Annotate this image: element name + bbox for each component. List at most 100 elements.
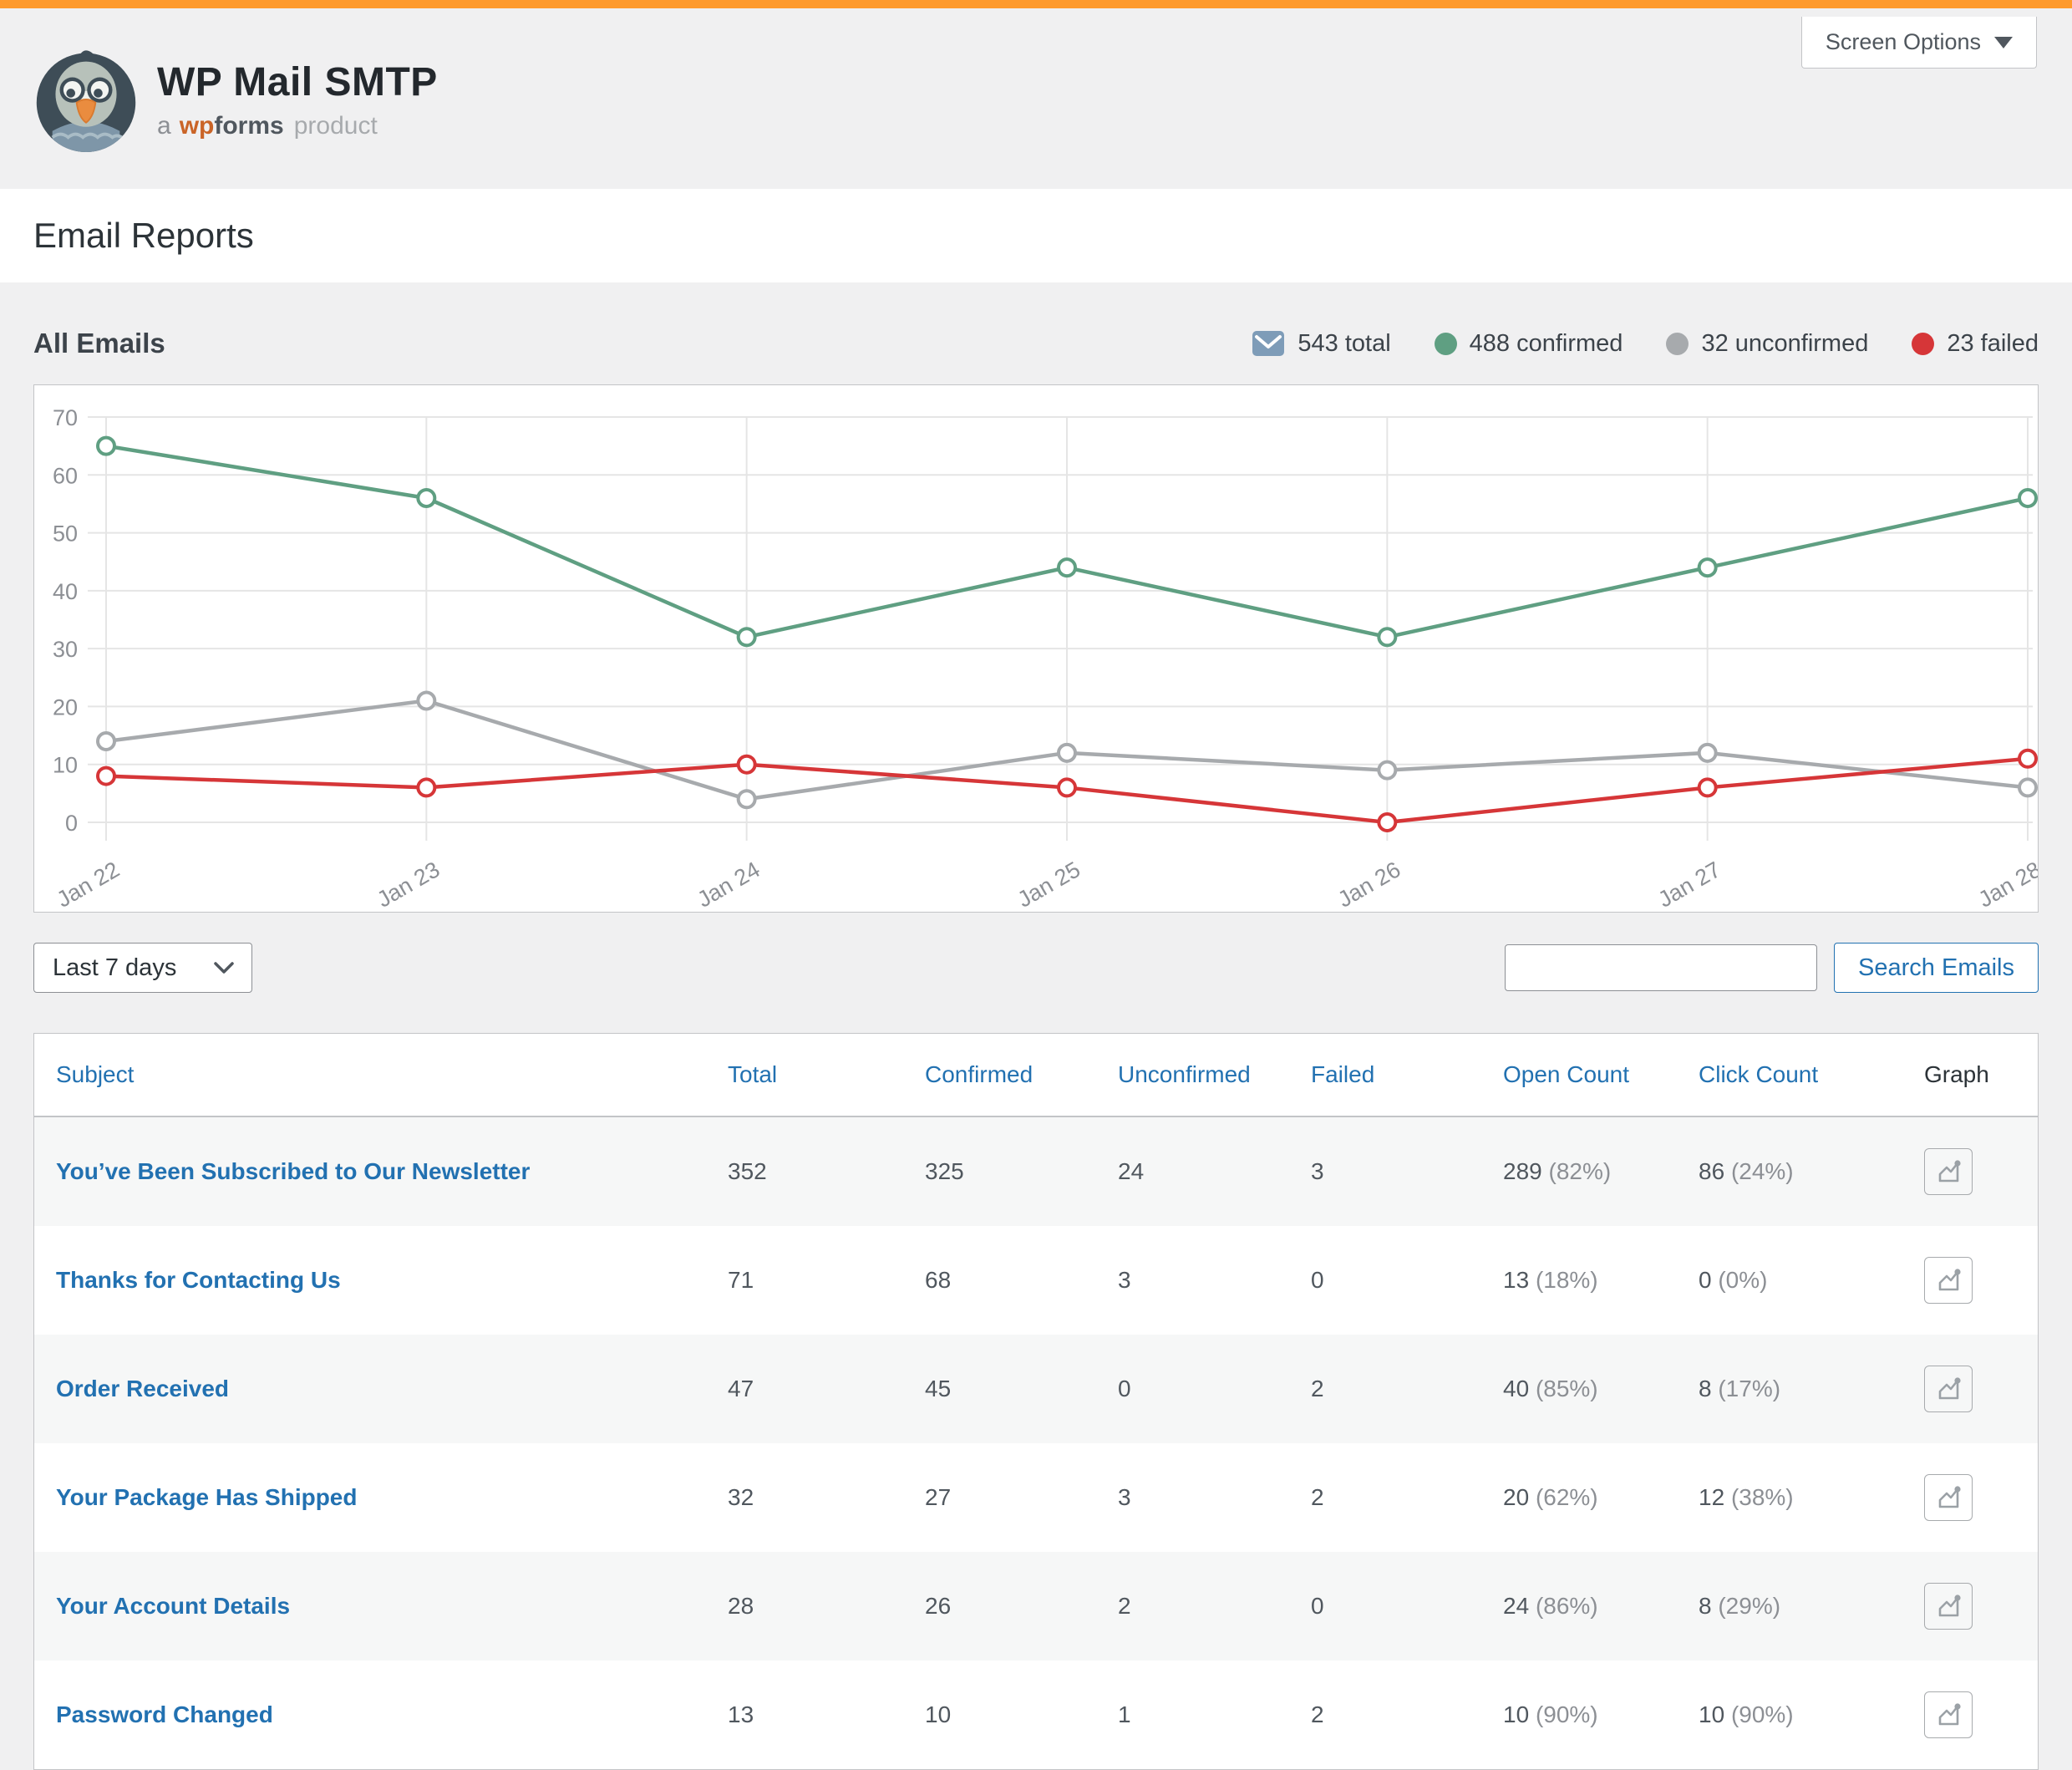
row-graph-button[interactable] [1924,1583,1973,1630]
click-count-cell: 12 (38%) [1699,1484,1794,1510]
confirmed-dot-icon [1434,332,1457,355]
row-graph-button[interactable] [1924,1257,1973,1304]
mini-chart-icon [1938,1377,1961,1400]
failed-cell: 2 [1311,1484,1324,1510]
search-emails-button[interactable]: Search Emails [1834,943,2039,993]
chart-legend: 543 total 488 confirmed 32 unconfirmed 2… [1208,330,2039,358]
column-header-open-count[interactable]: Open Count [1486,1034,1682,1117]
unconfirmed-point [96,731,116,751]
unconfirmed-point [416,690,437,711]
unconfirmed-point [1057,742,1077,763]
column-header-click-count[interactable]: Click Count [1682,1034,1907,1117]
app-title: WP Mail SMTP [157,59,438,104]
legend-item-confirmed: 488 confirmed [1434,329,1623,358]
row-graph-button[interactable] [1924,1148,1973,1195]
row-graph-button[interactable] [1924,1474,1973,1521]
table-row: You’ve Been Subscribed to Our Newsletter… [34,1116,2038,1226]
graph-cell [1907,1335,2038,1443]
open-count-cell: 24 (86%) [1503,1593,1598,1619]
tagline-wp: wp [179,111,215,140]
table-row: Order Received 47 45 0 2 40 (85%) 8 (17%) [34,1335,2038,1443]
brand-tagline: a wpforms product [157,112,438,140]
open-count-percent: (82%) [1548,1158,1612,1184]
subject-cell: Your Package Has Shipped [34,1443,711,1552]
all-emails-header: All Emails 543 total 488 confirmed 32 un… [33,328,2039,359]
failed-point [1377,812,1398,832]
click-count-percent: (90%) [1730,1701,1794,1727]
confirmed-cell: 68 [925,1267,952,1293]
failed-cell: 3 [1311,1158,1324,1184]
graph-cell [1907,1116,2038,1226]
table-header: Subject Total Confirmed Unconfirmed Fail… [34,1034,2038,1117]
x-axis-label: Jan 26 [1333,857,1404,910]
y-axis-label: 10 [53,753,78,778]
open-count-cell: 10 (90%) [1503,1701,1598,1727]
legend-label-confirmed: 488 confirmed [1469,329,1623,357]
column-header-subject[interactable]: Subject [34,1034,711,1117]
click-count-percent: (24%) [1730,1158,1794,1184]
open-count-cell: 289 (82%) [1503,1158,1612,1184]
x-axis-label: Jan 25 [1013,857,1084,910]
total-cell: 352 [728,1158,767,1184]
mini-chart-icon [1938,1269,1961,1291]
click-count-cell: 86 (24%) [1699,1158,1794,1184]
subject-cell: Your Account Details [34,1552,711,1661]
date-range-select[interactable]: Last 7 days [33,943,252,993]
all-emails-chart-card: 0 10 20 30 40 50 60 70 Jan 22 Jan 23 Jan 24 Jan 25 J… [33,384,2045,913]
tagline-a: a [157,111,171,140]
email-subject-link[interactable]: Password Changed [56,1701,273,1727]
column-header-unconfirmed[interactable]: Unconfirmed [1101,1034,1294,1117]
row-graph-button[interactable] [1924,1366,1973,1412]
total-cell: 28 [728,1593,754,1619]
failed-cell: 2 [1311,1701,1324,1727]
search-input[interactable] [1505,944,1818,991]
tagline-forms: forms [214,111,284,140]
subject-cell: Thanks for Contacting Us [34,1226,711,1335]
confirmed-point [1377,627,1398,648]
email-subject-link[interactable]: Your Package Has Shipped [56,1484,358,1510]
legend-label-unconfirmed: 32 unconfirmed [1701,329,1869,357]
unconfirmed-cell: 24 [1118,1158,1145,1184]
unconfirmed-cell: 3 [1118,1267,1131,1293]
unconfirmed-point [736,789,757,810]
open-count-cell: 40 (85%) [1503,1376,1598,1401]
failed-dot-icon [1912,332,1935,355]
confirmed-cell: 45 [925,1376,952,1401]
email-subject-link[interactable]: Order Received [56,1376,229,1401]
screen-options-button[interactable]: Screen Options [1800,17,2037,69]
open-count-cell: 13 (18%) [1503,1267,1598,1293]
screen-options-label: Screen Options [1825,29,1981,54]
date-range-value: Last 7 days [53,954,177,981]
failed-cell: 2 [1311,1376,1324,1401]
y-axis-label: 20 [53,694,78,720]
open-count-percent: (90%) [1535,1701,1598,1727]
email-subject-link[interactable]: Thanks for Contacting Us [56,1267,341,1293]
row-graph-button[interactable] [1924,1691,1973,1738]
failed-point [736,754,757,775]
failed-point [1057,777,1077,798]
column-header-total[interactable]: Total [711,1034,908,1117]
click-count-cell: 10 (90%) [1699,1701,1794,1727]
unconfirmed-point [1377,760,1398,781]
unconfirmed-cell: 2 [1118,1593,1131,1619]
chevron-down-icon [1994,36,2013,48]
confirmed-point [1057,557,1077,578]
graph-cell [1907,1552,2038,1661]
unconfirmed-dot-icon [1666,332,1689,355]
failed-cell: 0 [1311,1593,1324,1619]
unconfirmed-cell: 1 [1118,1701,1131,1727]
open-count-cell: 20 (62%) [1503,1484,1598,1510]
confirmed-cell: 10 [925,1701,952,1727]
y-axis-label: 50 [53,521,78,547]
pigeon-logo-icon [36,50,136,152]
email-subject-link[interactable]: You’ve Been Subscribed to Our Newsletter [56,1158,531,1184]
plugin-header: WP Mail SMTP a wpforms product Screen Opti… [0,8,2072,189]
column-header-failed[interactable]: Failed [1294,1034,1486,1117]
column-header-confirmed[interactable]: Confirmed [908,1034,1101,1117]
main-content: All Emails 543 total 488 confirmed 32 un… [0,328,2072,1770]
brand-top-bar [0,0,2072,8]
click-count-percent: (0%) [1718,1267,1768,1293]
tagline-product: product [293,111,378,140]
y-axis-label: 30 [53,637,78,662]
